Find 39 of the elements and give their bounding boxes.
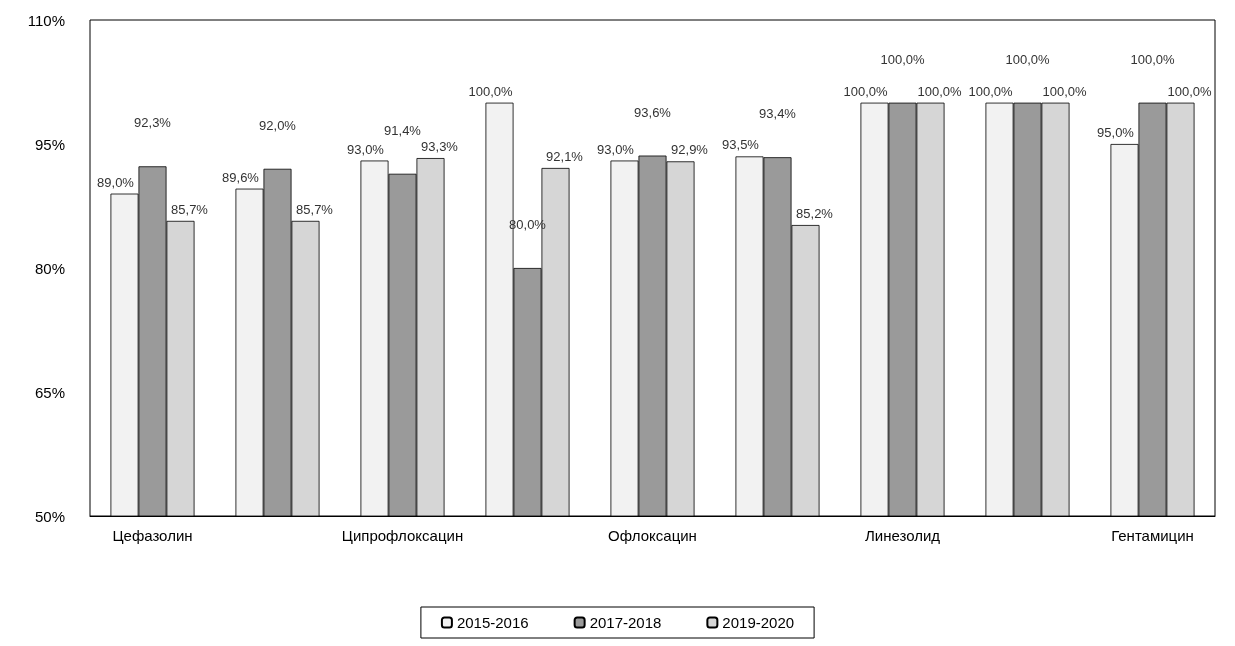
y-tick-label: 80% [34,259,65,277]
y-tick-label: 95% [34,135,65,153]
data-label: 93,0% [347,141,385,157]
data-label: 92,0% [259,117,297,133]
data-label: 100,0% [1167,83,1212,99]
data-label: 95,0% [1097,125,1135,140]
data-label: 92,9% [671,142,709,158]
x-tick-label: Ципрофлоксацин [341,527,464,544]
x-tick-label: Гентамицин [1111,527,1194,544]
legend-label: 2017-2018 [589,614,662,631]
data-label: 100,0% [880,51,925,67]
data-label: 91,4% [384,122,422,138]
y-tick-label: 65% [34,383,65,401]
data-label: 85,7% [171,201,209,217]
x-tick-label: Линезолид [864,527,941,544]
y-tick-label: 50% [34,507,65,525]
data-label: 85,7% [296,201,334,217]
data-label: 89,0% [97,174,135,190]
data-label: 100,0% [968,83,1013,99]
data-label: 100,0% [1005,51,1050,67]
data-label: 92,1% [546,148,584,164]
data-label: 93,6% [634,104,672,120]
data-label: 93,0% [597,141,635,157]
data-label: 100,0% [1042,83,1087,99]
data-label: 92,3% [134,115,172,131]
data-label: 89,6% [222,169,260,185]
data-label: 100,0% [1130,51,1175,67]
data-label: 93,4% [759,106,797,122]
data-label: 85,2% [796,206,834,222]
data-label: 93,3% [421,139,459,155]
legend-label: 2015-2016 [456,614,529,631]
y-tick-label: 110% [27,11,65,29]
data-label: 100,0% [917,83,962,99]
data-label: 93,5% [722,137,760,153]
x-tick-label: Цефазолин [112,527,193,544]
x-tick-label: Офлоксацин [608,527,697,544]
data-label: 100,0% [468,83,513,99]
legend-label: 2019-2020 [722,614,795,631]
data-label: 100,0% [843,83,888,99]
